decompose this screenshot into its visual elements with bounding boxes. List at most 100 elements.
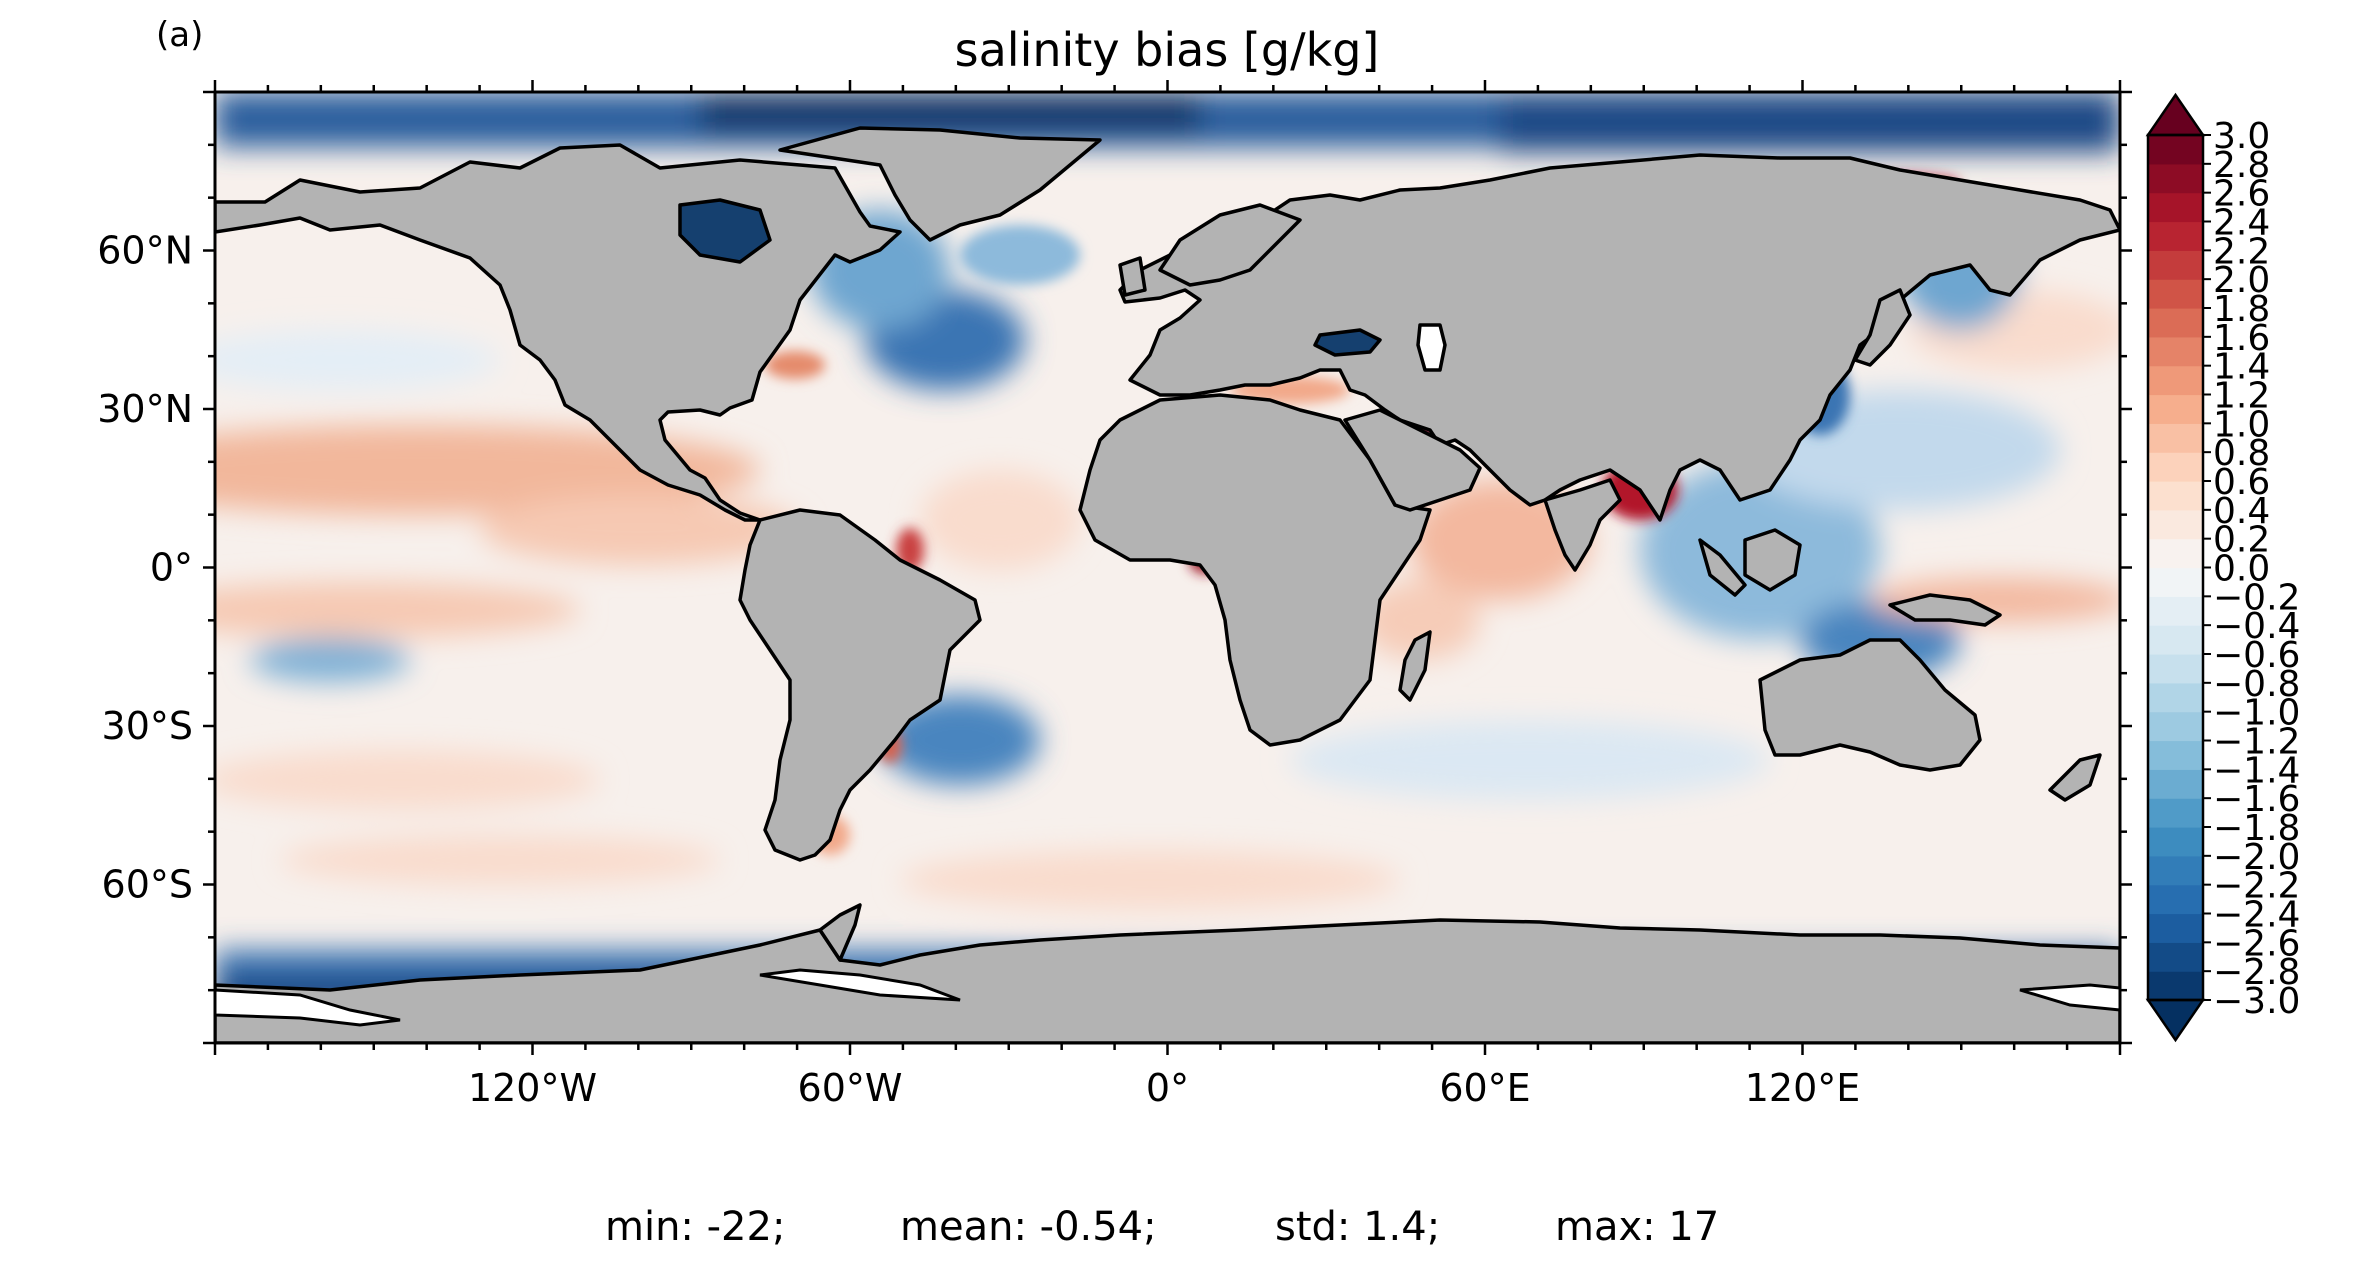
colorbar-segment <box>2148 654 2203 684</box>
colorbar-tick-label: 2.6 <box>2213 174 2270 215</box>
y-tick-label: 60°N <box>97 229 193 273</box>
colorbar-tick-label: −2.8 <box>2213 952 2300 993</box>
colorbar-segment <box>2148 365 2203 396</box>
colorbar-segment <box>2148 740 2203 770</box>
colorbar-segment <box>2148 711 2203 742</box>
colorbar-segment <box>2148 452 2203 482</box>
y-tick-label: 30°N <box>97 387 193 431</box>
stat-std: std: 1.4; <box>1275 1204 1440 1250</box>
land-caspian-sea <box>1416 323 1447 372</box>
colorbar-segment <box>2148 538 2203 569</box>
colorbar-tick-label: 0.4 <box>2213 491 2270 532</box>
colorbar-tick-label: 3.0 <box>2213 116 2270 157</box>
colorbar-segment <box>2148 798 2203 828</box>
stat-min: min: -22; <box>605 1204 785 1250</box>
x-tick-label: 120°W <box>468 1066 597 1110</box>
colorbar-segment <box>2148 884 2203 915</box>
colorbar-tick-label: 0.0 <box>2213 549 2270 590</box>
land-antarctica <box>215 918 2120 1043</box>
chart-title: salinity bias [g/kg] <box>955 23 1380 77</box>
colorbar-extend-min <box>2145 998 2206 1043</box>
colorbar-tick-label: 2.4 <box>2213 203 2270 244</box>
x-tick-label: 60°W <box>798 1066 903 1110</box>
colorbar-segment <box>2148 942 2203 972</box>
colorbar-segment <box>2148 913 2203 943</box>
stat-max: max: 17 <box>1555 1204 1719 1250</box>
colorbar-segment <box>2148 855 2203 886</box>
land-hudson-bay <box>678 198 772 264</box>
colorbar-tick-label: −2.4 <box>2213 895 2300 936</box>
colorbar-tick-label: 1.6 <box>2213 318 2270 359</box>
colorbar-segment <box>2148 394 2203 424</box>
colorbar-segment <box>2148 163 2203 194</box>
colorbar-tick-label: 1.0 <box>2213 404 2270 445</box>
land-borneo <box>1743 528 1802 592</box>
land-madagascar <box>1398 630 1432 702</box>
colorbar-segment <box>2148 423 2203 453</box>
land-british-isles <box>1118 256 1147 297</box>
y-tick-label: 60°S <box>102 863 193 907</box>
colorbar-tick-label: −1.0 <box>2213 693 2300 734</box>
land-masses <box>215 126 2120 1043</box>
land-scandinavia <box>1158 203 1302 287</box>
land-japan <box>1853 288 1912 367</box>
colorbar-segment <box>2148 509 2203 540</box>
land-australia <box>1758 638 1982 772</box>
land-south-america <box>738 508 982 862</box>
colorbar-tick-label: 0.6 <box>2213 462 2270 503</box>
colorbar-tick-label: 1.4 <box>2213 347 2270 388</box>
colorbar-tick-label: −0.6 <box>2213 635 2300 676</box>
colorbar-segment <box>2148 221 2203 251</box>
colorbar-tick-label: 2.0 <box>2213 260 2270 301</box>
colorbar-tick-label: −1.8 <box>2213 808 2300 849</box>
colorbar-tick-label: 0.2 <box>2213 520 2270 561</box>
x-tick-label: 120°E <box>1745 1066 1861 1110</box>
x-tick-label: 60°E <box>1439 1066 1530 1110</box>
colorbar-tick-label: 2.8 <box>2213 145 2270 186</box>
colorbar-tick-label: −1.2 <box>2213 722 2300 763</box>
y-tick-label: 30°S <box>102 704 193 748</box>
colorbar-segment <box>2148 769 2203 799</box>
colorbar-tick-label: −0.8 <box>2213 664 2300 705</box>
map-plot-area <box>215 92 2120 1043</box>
land-africa <box>1078 393 1432 747</box>
land-sumatra <box>1698 538 1747 597</box>
colorbar-tick-label: −0.2 <box>2213 577 2300 618</box>
land-greenland <box>778 126 1102 242</box>
colorbar-tick-label: −2.6 <box>2213 923 2300 964</box>
colorbar-segment <box>2148 279 2203 309</box>
colorbar-tick-label: 0.8 <box>2213 433 2270 474</box>
stat-mean: mean: -0.54; <box>900 1204 1157 1250</box>
land-antarctic-peninsula <box>818 903 862 962</box>
colorbar-segment <box>2148 567 2203 597</box>
colorbar-segment <box>2148 192 2203 223</box>
land-black-sea <box>1313 328 1382 357</box>
stats-line: min: -22; mean: -0.54; std: 1.4; max: 17 <box>605 1204 1719 1250</box>
land-india <box>1543 478 1622 572</box>
colorbar-segment <box>2148 625 2203 655</box>
colorbar-segment <box>2148 308 2203 338</box>
colorbar-segment <box>2148 336 2203 367</box>
panel-label: (a) <box>156 15 203 55</box>
map-axes: 120°W 60°W 0° 60°E 120°E 60°N 30°N 0° 30°S 60°S <box>97 80 2132 1110</box>
land-new-zealand <box>2048 753 2102 802</box>
colorbar-segment <box>2148 971 2203 1001</box>
colorbar-tick-label: −2.0 <box>2213 837 2300 878</box>
x-tick-label: 0° <box>1146 1066 1189 1110</box>
colorbar-tick-label: −1.4 <box>2213 750 2300 791</box>
colorbar: 3.02.82.62.42.22.01.81.61.41.21.00.80.60… <box>2145 92 2300 1043</box>
colorbar-tick-label: 2.2 <box>2213 231 2270 272</box>
colorbar-segment <box>2148 596 2203 626</box>
colorbar-extend-max <box>2145 92 2206 137</box>
colorbar-segment <box>2148 135 2203 165</box>
colorbar-segment <box>2148 827 2203 857</box>
colorbar-tick-label: 1.8 <box>2213 289 2270 330</box>
colorbar-tick-label: −3.0 <box>2213 981 2300 1022</box>
colorbar-tick-label: −1.6 <box>2213 779 2300 820</box>
colorbar-tick-label: −2.2 <box>2213 866 2300 907</box>
y-tick-label: 0° <box>150 546 193 590</box>
colorbar-segment <box>2148 250 2203 280</box>
colorbar-segment <box>2148 481 2203 511</box>
colorbar-tick-label: −0.4 <box>2213 606 2300 647</box>
